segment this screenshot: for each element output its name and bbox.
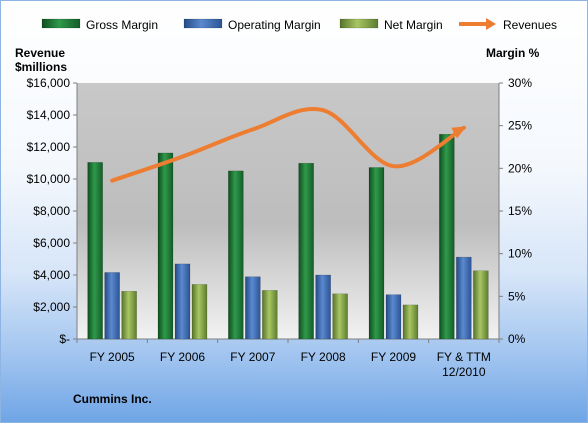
x-axis-ticks: FY 2005 FY 2006 FY 2007 FY 2008 FY 2009 FY & … [76,339,500,379]
x-tick-label: FY 2007 [230,350,275,364]
gross-margin-bar [157,152,174,340]
x-tick-label: FY 2009 [371,350,416,364]
net-margin-legend-label: Net Margin [384,18,443,32]
right-tick-label: 30% [508,76,532,90]
left-tick-label: $2,000 [33,300,70,314]
left-axis-ticks: $- $2,000 $4,000 $6,000 $8,000 $10,000 $12,000… [27,76,77,346]
x-tick-label: FY & TTM [437,350,491,364]
right-tick-label: 5% [508,289,526,303]
x-tick-label: 12/2010 [442,365,486,379]
x-tick-label: FY 2005 [90,350,135,364]
operating-margin-bar [104,272,120,340]
right-tick-label: 15% [508,204,532,218]
operating-margin-legend-swatch [183,18,223,29]
right-tick-label: 20% [508,161,532,175]
right-tick-label: 0% [508,332,526,346]
x-tick-label: FY 2006 [160,350,205,364]
net-margin-bar [332,293,348,340]
left-tick-label: $8,000 [33,204,70,218]
operating-margin-bar [174,263,191,340]
left-tick-label: $10,000 [27,172,71,186]
left-tick-label: $16,000 [27,76,71,90]
left-axis-title-line1: Revenue [15,46,65,60]
right-axis-title: Margin % [486,46,540,60]
net-margin-bar [473,270,489,340]
net-margin-bar [121,290,137,340]
operating-margin-bar [315,274,331,340]
gross-margin-bar [298,162,314,340]
gross-margin-bar [439,133,455,340]
gross-margin-bar [228,170,244,340]
company-label: Cummins Inc. [73,392,152,406]
plot-area [77,83,499,339]
gross-margin-legend-label: Gross Margin [86,18,158,32]
net-margin-bar [402,304,419,340]
left-axis-title-line2: $millions [15,60,67,74]
net-margin-legend-swatch [339,18,379,29]
operating-margin-bar [385,294,402,340]
operating-margin-bar [456,256,472,340]
right-tick-label: 25% [508,119,532,133]
bars [87,133,489,340]
revenues-legend-label: Revenues [503,18,557,32]
revenue-line-layer [110,106,467,183]
operating-margin-bar [245,276,261,340]
revenues-arrowhead [451,126,467,139]
right-axis-ticks: 0% 5% 10% 15% 20% 25% 30% [499,76,532,346]
x-tick-label: FY 2008 [301,350,346,364]
gross-margin-legend-swatch [41,18,81,29]
revenues-line [110,106,466,183]
net-margin-bar [191,284,208,340]
left-tick-label: $4,000 [33,268,70,282]
left-tick-label: $6,000 [33,236,70,250]
legend: Gross Margin Operating Margin Net Margin Re… [41,18,557,32]
left-tick-label: $12,000 [27,140,71,154]
gross-margin-bar [368,167,385,340]
right-tick-label: 10% [508,247,532,261]
net-margin-bar [262,290,278,340]
operating-margin-legend-label: Operating Margin [228,18,321,32]
revenues-legend-arrow [486,18,496,30]
gross-margin-bar [87,162,103,340]
left-tick-label: $14,000 [27,108,71,122]
left-tick-label: $- [59,332,70,346]
